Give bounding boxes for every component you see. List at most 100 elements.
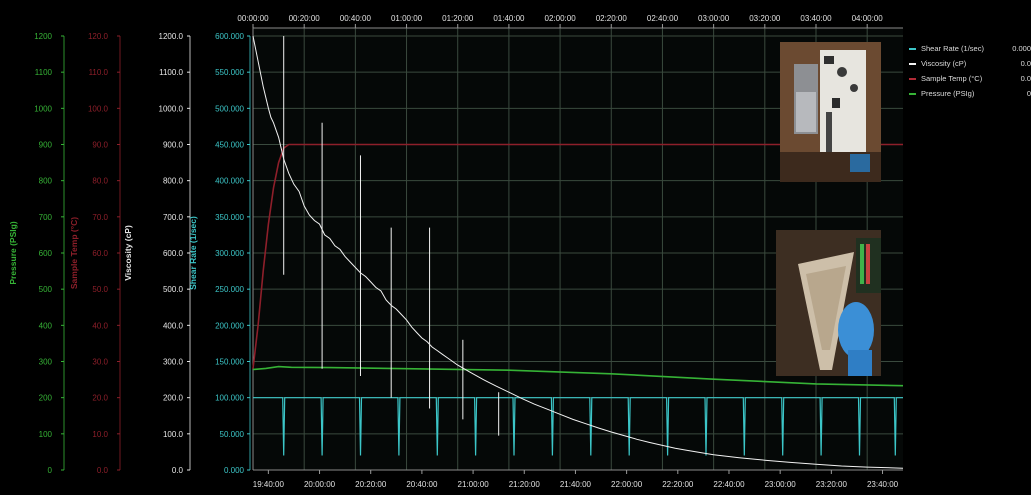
legend-swatch-viscosity bbox=[909, 63, 916, 65]
y-tick-label-shear-rate: 200.000 bbox=[215, 321, 244, 330]
y-tick-label-viscosity: 1200.0 bbox=[159, 32, 184, 41]
x-top-tick-label: 02:20:00 bbox=[596, 14, 628, 23]
y-tick-label-pressure: 400 bbox=[39, 321, 53, 330]
y-tick-label-shear-rate: 500.000 bbox=[215, 104, 244, 113]
x-top-tick-label: 01:20:00 bbox=[442, 14, 474, 23]
y-tick-label-sample-temp: 40.0 bbox=[92, 321, 108, 330]
y-tick-label-sample-temp: 100.0 bbox=[88, 104, 109, 113]
y-tick-label-pressure: 500 bbox=[39, 285, 53, 294]
x-top-tick-label: 03:20:00 bbox=[749, 14, 781, 23]
y-tick-label-viscosity: 400.0 bbox=[163, 321, 184, 330]
x-top-tick-label: 03:40:00 bbox=[800, 14, 832, 23]
legend-swatch-sample-temp bbox=[909, 78, 916, 80]
y-tick-label-pressure: 200 bbox=[39, 394, 53, 403]
legend-swatch-pressure bbox=[909, 93, 916, 95]
x-top-tick-label: 02:00:00 bbox=[545, 14, 577, 23]
y-tick-label-pressure: 600 bbox=[39, 249, 53, 258]
y-tick-label-pressure: 700 bbox=[39, 213, 53, 222]
y-tick-label-viscosity: 600.0 bbox=[163, 249, 184, 258]
legend-label: Sample Temp (°C) bbox=[921, 74, 983, 83]
series bbox=[252, 35, 904, 469]
y-tick-label-pressure: 300 bbox=[39, 358, 53, 367]
y-tick-label-sample-temp: 30.0 bbox=[92, 358, 108, 367]
series-shear-rate bbox=[252, 397, 904, 456]
y-axis-label-viscosity: Viscosity (cP) bbox=[123, 225, 133, 281]
axes: 0 100 200 300 400 500 600 700 800 900 1000 1100 1200… bbox=[8, 14, 899, 489]
x-top-tick-label: 00:40:00 bbox=[340, 14, 372, 23]
y-tick-label-sample-temp: 20.0 bbox=[92, 394, 108, 403]
x-top-tick-label: 01:00:00 bbox=[391, 14, 423, 23]
y-tick-label-shear-rate: 0.000 bbox=[224, 466, 245, 475]
y-tick-label-viscosity: 0.0 bbox=[172, 466, 184, 475]
y-tick-label-sample-temp: 80.0 bbox=[92, 177, 108, 186]
y-tick-label-pressure: 0 bbox=[48, 466, 53, 475]
y-tick-label-sample-temp: 10.0 bbox=[92, 430, 108, 439]
y-tick-label-pressure: 100 bbox=[39, 430, 53, 439]
x-bottom-tick-label: 20:40:00 bbox=[406, 480, 438, 489]
y-tick-label-shear-rate: 600.000 bbox=[215, 32, 244, 41]
y-tick-label-sample-temp: 50.0 bbox=[92, 285, 108, 294]
x-top-tick-label: 03:00:00 bbox=[698, 14, 730, 23]
x-bottom-tick-label: 19:40:00 bbox=[253, 480, 285, 489]
y-tick-label-viscosity: 200.0 bbox=[163, 394, 184, 403]
y-axis-label-pressure: Pressure (PSIg) bbox=[8, 221, 18, 284]
x-top-tick-label: 04:00:00 bbox=[852, 14, 884, 23]
y-tick-label-sample-temp: 110.0 bbox=[89, 68, 109, 77]
sample-bag-photo bbox=[776, 230, 881, 376]
legend-value: 0.000 bbox=[1012, 44, 1031, 53]
y-tick-label-viscosity: 500.0 bbox=[163, 285, 184, 294]
y-tick-label-shear-rate: 50.000 bbox=[220, 430, 245, 439]
y-tick-label-viscosity: 1000.0 bbox=[159, 104, 184, 113]
legend-label: Shear Rate (1/sec) bbox=[921, 44, 984, 53]
y-tick-label-sample-temp: 120.0 bbox=[88, 32, 109, 41]
grid bbox=[252, 27, 903, 471]
y-tick-label-shear-rate: 300.000 bbox=[215, 249, 244, 258]
x-bottom-tick-label: 23:40:00 bbox=[867, 480, 899, 489]
x-bottom-tick-label: 22:20:00 bbox=[662, 480, 694, 489]
y-tick-label-shear-rate: 350.000 bbox=[215, 213, 244, 222]
y-tick-label-pressure: 1000 bbox=[34, 104, 52, 113]
x-bottom-tick-label: 21:00:00 bbox=[458, 480, 490, 489]
x-bottom-tick-label: 21:20:00 bbox=[509, 480, 541, 489]
x-top-tick-label: 01:40:00 bbox=[493, 14, 525, 23]
legend-item-shear-rate[interactable]: Shear Rate (1/sec) 0.000 bbox=[907, 42, 1031, 57]
y-tick-label-pressure: 800 bbox=[39, 177, 53, 186]
series-viscosity bbox=[252, 35, 904, 469]
legend-item-sample-temp[interactable]: Sample Temp (°C) 0.0 bbox=[907, 72, 1031, 87]
legend-swatch-shear-rate bbox=[909, 48, 916, 50]
y-tick-label-sample-temp: 60.0 bbox=[92, 249, 108, 258]
y-tick-label-viscosity: 700.0 bbox=[163, 213, 184, 222]
x-top-tick-label: 00:00:00 bbox=[237, 14, 269, 23]
y-tick-label-shear-rate: 550.000 bbox=[215, 68, 244, 77]
y-tick-label-shear-rate: 150.000 bbox=[215, 358, 244, 367]
y-tick-label-pressure: 1100 bbox=[35, 68, 53, 77]
x-top-tick-label: 02:40:00 bbox=[647, 14, 679, 23]
y-tick-label-shear-rate: 100.000 bbox=[215, 394, 244, 403]
x-bottom-tick-label: 22:00:00 bbox=[611, 480, 643, 489]
y-axis-label-shear-rate: Shear Rate (1/sec) bbox=[188, 216, 198, 290]
legend-item-pressure[interactable]: Pressure (PSIg) 0 bbox=[907, 87, 1031, 102]
legend-label: Pressure (PSIg) bbox=[921, 89, 975, 98]
series-pressure bbox=[252, 365, 904, 387]
y-tick-label-pressure: 1200 bbox=[34, 32, 52, 41]
legend-item-viscosity[interactable]: Viscosity (cP) 0.0 bbox=[907, 57, 1031, 72]
series-sample-temp bbox=[252, 143, 903, 369]
rheometer-machine-photo bbox=[780, 42, 881, 182]
y-tick-label-shear-rate: 450.000 bbox=[215, 141, 244, 150]
y-tick-label-sample-temp: 90.0 bbox=[92, 141, 108, 150]
y-tick-label-viscosity: 100.0 bbox=[163, 430, 184, 439]
legend: Shear Rate (1/sec) 0.000 Viscosity (cP) … bbox=[907, 42, 1031, 102]
x-bottom-tick-label: 20:00:00 bbox=[304, 480, 336, 489]
legend-label: Viscosity (cP) bbox=[921, 59, 967, 68]
y-tick-label-shear-rate: 400.000 bbox=[215, 177, 244, 186]
y-tick-label-sample-temp: 70.0 bbox=[92, 213, 108, 222]
x-bottom-tick-label: 20:20:00 bbox=[355, 480, 387, 489]
y-tick-label-viscosity: 900.0 bbox=[163, 141, 184, 150]
y-tick-label-shear-rate: 250.000 bbox=[215, 285, 244, 294]
x-bottom-tick-label: 23:00:00 bbox=[765, 480, 797, 489]
x-bottom-tick-label: 23:20:00 bbox=[816, 480, 848, 489]
y-tick-label-viscosity: 300.0 bbox=[163, 358, 184, 367]
y-tick-label-pressure: 900 bbox=[39, 141, 53, 150]
x-top-tick-label: 00:20:00 bbox=[289, 14, 321, 23]
